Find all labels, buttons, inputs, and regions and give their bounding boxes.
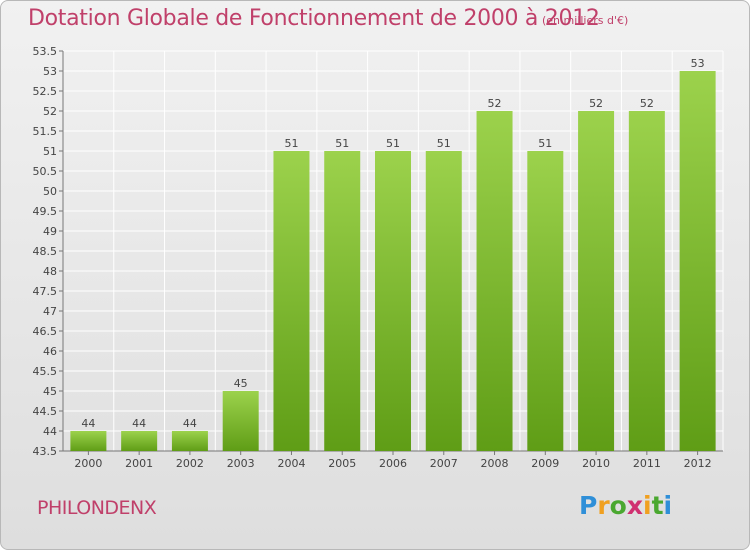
data-label: 45 xyxy=(234,377,248,390)
logo-letter: o xyxy=(609,491,627,520)
y-tick-label: 51 xyxy=(43,145,57,158)
x-tick-label: 2010 xyxy=(582,457,610,470)
bar xyxy=(121,431,158,451)
bar xyxy=(425,151,462,451)
commune-name: PHILONDENX xyxy=(37,497,157,519)
data-label: 51 xyxy=(538,137,552,150)
y-tick-label: 48.5 xyxy=(33,245,58,258)
y-tick-label: 50 xyxy=(43,185,57,198)
x-tick-label: 2005 xyxy=(328,457,356,470)
x-tick-label: 2011 xyxy=(633,457,661,470)
bar xyxy=(171,431,208,451)
bar xyxy=(679,71,716,451)
x-tick-label: 2001 xyxy=(125,457,153,470)
data-label: 52 xyxy=(488,97,502,110)
x-tick-label: 2002 xyxy=(176,457,204,470)
x-tick-label: 2006 xyxy=(379,457,407,470)
data-label: 44 xyxy=(81,417,95,430)
y-tick-label: 43.5 xyxy=(33,445,58,458)
y-tick-label: 46 xyxy=(43,345,57,358)
data-label: 44 xyxy=(132,417,146,430)
x-tick-label: 2004 xyxy=(277,457,305,470)
logo-letter: x xyxy=(626,491,643,520)
x-tick-label: 2008 xyxy=(481,457,509,470)
bars xyxy=(70,71,716,451)
logo-letter: t xyxy=(651,491,664,520)
bar xyxy=(70,431,107,451)
bar xyxy=(476,111,513,451)
x-tick-label: 2009 xyxy=(531,457,559,470)
proxiti-logo: Proxiti xyxy=(579,491,672,520)
x-tick-label: 2003 xyxy=(227,457,255,470)
y-tick-label: 47 xyxy=(43,305,57,318)
y-tick-label: 51.5 xyxy=(33,125,58,138)
logo-letter: i xyxy=(663,491,673,520)
data-label: 51 xyxy=(284,137,298,150)
logo-letter: i xyxy=(643,491,652,520)
data-label: 44 xyxy=(183,417,197,430)
data-label: 51 xyxy=(335,137,349,150)
y-tick-label: 44 xyxy=(43,425,57,438)
y-tick-label: 48 xyxy=(43,265,57,278)
y-tick-label: 49.5 xyxy=(33,205,58,218)
y-tick-label: 47.5 xyxy=(33,285,58,298)
bar xyxy=(628,111,665,451)
bar xyxy=(222,391,259,451)
y-tick-label: 45 xyxy=(43,385,57,398)
y-tick-label: 53.5 xyxy=(33,45,58,58)
bar xyxy=(324,151,361,451)
data-label: 51 xyxy=(437,137,451,150)
bar xyxy=(273,151,310,451)
y-tick-label: 53 xyxy=(43,65,57,78)
logo-letter: P xyxy=(579,491,598,520)
chart-unit: (en milliers d'€) xyxy=(542,14,629,27)
x-tick-label: 2012 xyxy=(684,457,712,470)
data-label: 51 xyxy=(386,137,400,150)
bar xyxy=(375,151,411,451)
y-tick-label: 52 xyxy=(43,105,57,118)
y-tick-label: 46.5 xyxy=(33,325,58,338)
bar xyxy=(527,151,564,451)
chart-title: Dotation Globale de Fonctionnement de 20… xyxy=(28,6,600,31)
y-tick-label: 44.5 xyxy=(33,405,58,418)
y-tick-label: 45.5 xyxy=(33,365,58,378)
logo-letter: r xyxy=(597,491,610,520)
x-tick-label: 2007 xyxy=(430,457,458,470)
x-tick-label: 2000 xyxy=(74,457,102,470)
labels: 43.5 44 44.5 45 45.5 46 46.5 47 47.5 48 48.5 49 49.5… xyxy=(33,45,712,470)
y-tick-label: 52.5 xyxy=(33,85,58,98)
data-label: 52 xyxy=(589,97,603,110)
y-tick-label: 49 xyxy=(43,225,57,238)
data-label: 53 xyxy=(691,57,705,70)
data-label: 52 xyxy=(640,97,654,110)
y-tick-label: 50.5 xyxy=(33,165,58,178)
bar xyxy=(578,111,615,451)
